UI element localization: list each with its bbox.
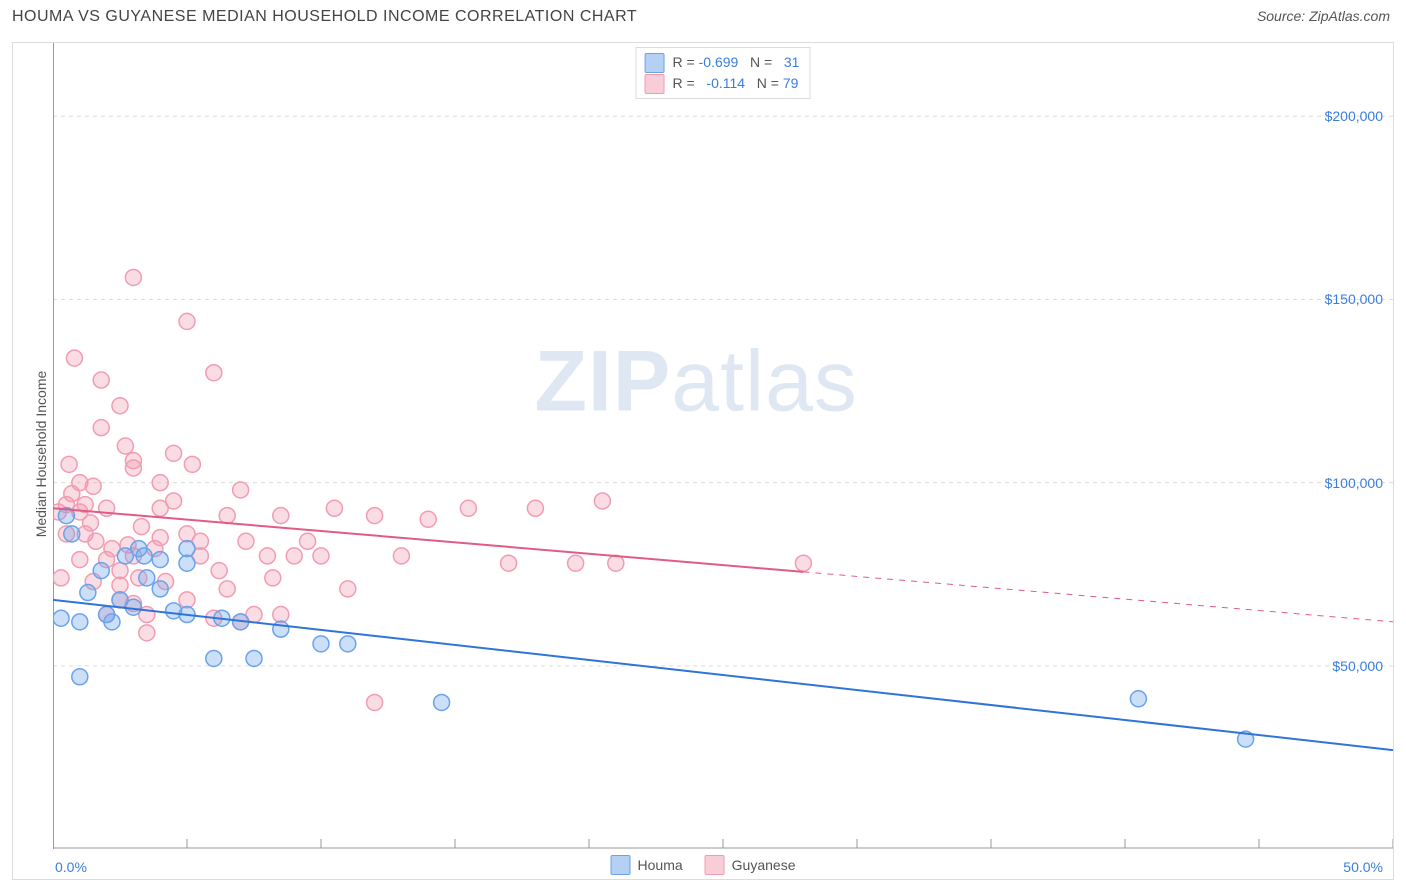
swatch-guyanese <box>645 74 665 94</box>
legend-item-guyanese: Guyanese <box>705 855 796 875</box>
legend-row-guyanese: R = -0.114 N = 79 <box>645 73 800 94</box>
chart-container: Median Household Income ZIPatlas R = -0.… <box>12 42 1394 880</box>
legend-label: Houma <box>638 857 683 873</box>
plot-area: Median Household Income ZIPatlas R = -0.… <box>53 43 1393 849</box>
y-axis-label: Median Household Income <box>33 371 49 538</box>
x-axis-max-label: 50.0% <box>1343 859 1383 875</box>
series-legend: Houma Guyanese <box>611 855 796 875</box>
swatch-houma-icon <box>611 855 631 875</box>
chart-title: HOUMA VS GUYANESE MEDIAN HOUSEHOLD INCOM… <box>12 8 637 26</box>
correlation-legend: R = -0.699 N = 31 R = -0.114 N = 79 <box>636 47 811 99</box>
legend-label: Guyanese <box>732 857 796 873</box>
scatter-plot-svg <box>53 43 1393 849</box>
legend-item-houma: Houma <box>611 855 683 875</box>
swatch-guyanese-icon <box>705 855 725 875</box>
legend-row-houma: R = -0.699 N = 31 <box>645 52 800 73</box>
source-label: Source: ZipAtlas.com <box>1257 8 1390 24</box>
x-axis-min-label: 0.0% <box>55 859 87 875</box>
swatch-houma <box>645 53 665 73</box>
